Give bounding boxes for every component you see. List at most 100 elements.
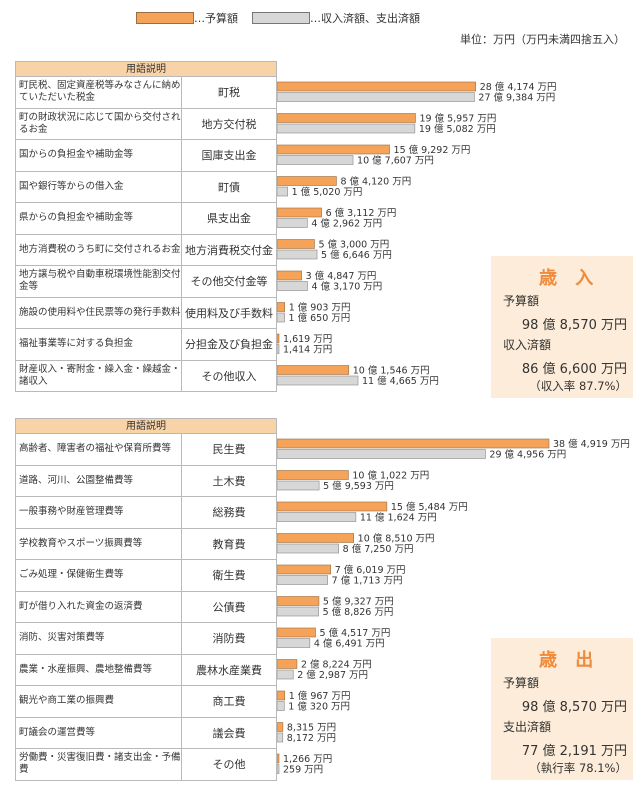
- table-row: 地方消費税のうち町に交付されるお金 地方消費税交付金: [15, 234, 277, 266]
- row-category: その他交付金等: [190, 275, 268, 289]
- actual-value-label: 8,172 万円: [287, 733, 336, 744]
- row-category: 消防費: [212, 632, 246, 646]
- actual-bar: [277, 312, 285, 323]
- actual-value-label: 4 億 2,962 万円: [311, 218, 382, 230]
- row-category: 分担金及び負担金: [185, 338, 273, 352]
- actual-bar: [277, 669, 294, 680]
- actual-value-label: 4 億 3,170 万円: [312, 281, 383, 293]
- actual-value-label: 1 億 320 万円: [288, 701, 350, 713]
- table-row: 町が借り入れた資金の返済費 公債費: [15, 591, 277, 623]
- actual-value-label: 11 億 4,665 万円: [362, 375, 439, 387]
- row-category: 町税: [218, 86, 240, 100]
- budget-bar: [277, 207, 322, 218]
- row-category: 教育費: [212, 537, 246, 551]
- table-row: 道路、河川、公園整備費等 土木費: [15, 465, 277, 497]
- actual-bar: [277, 512, 357, 522]
- row-description: 高齢者、障害者の福祉や保育所費等: [16, 434, 182, 465]
- budget-bar: [277, 659, 298, 669]
- legend-item-budget: …予算額: [136, 10, 238, 26]
- table-row: 財産収入・寄附金・繰入金・繰越金・諸収入 その他収入: [15, 360, 277, 392]
- actual-bar: [277, 575, 328, 585]
- budget-bar: [277, 533, 354, 543]
- table-row: 県からの負担金や補助金等 県支出金: [15, 203, 277, 235]
- budget-value-label: 1 億 967 万円: [289, 690, 351, 702]
- actual-bar: [277, 249, 318, 260]
- actual-bar: [277, 732, 284, 743]
- row-description: 国や銀行等からの借入金: [16, 171, 182, 202]
- row-category: 議会費: [212, 726, 246, 740]
- row-description: 農業・水産振興、農地整備費等: [16, 654, 182, 685]
- actual-value-label: 1,414 万円: [283, 345, 332, 356]
- budget-value-label: 6 億 3,112 万円: [326, 207, 397, 219]
- budget-value-label: 5 億 4,517 万円: [320, 627, 391, 639]
- revenue-actual-value: 86 億 6,600 万円: [521, 362, 627, 377]
- row-description: 福祉事業等に対する負担金: [16, 329, 182, 360]
- budget-bar: [277, 176, 337, 186]
- actual-value-label: 7 億 1,713 万円: [332, 575, 403, 587]
- row-description: 一般事務や財産管理費等: [16, 497, 182, 528]
- row-description: ごみ処理・保健衛生費等: [16, 560, 182, 591]
- legend-label-actual: …収入済額、支出済額: [310, 12, 420, 25]
- table-row: ごみ処理・保健衛生費等 衛生費: [15, 560, 277, 592]
- actual-value-label: 4 億 6,491 万円: [314, 638, 385, 650]
- budget-value-label: 1,619 万円: [283, 334, 332, 345]
- actual-bar: [277, 92, 475, 102]
- revenue-budget-label: 予算額: [503, 294, 540, 308]
- row-category: 県支出金: [207, 212, 251, 226]
- row-category: 公債費: [212, 600, 246, 614]
- row-category: 商工費: [212, 695, 246, 709]
- row-description: 観光や商工業の振興費: [16, 686, 182, 717]
- budget-value-label: 5 億 9,327 万円: [323, 596, 394, 608]
- row-category: その他収入: [201, 369, 257, 383]
- row-category: 民生費: [212, 443, 246, 457]
- budget-value-label: 7 億 6,019 万円: [335, 564, 406, 576]
- budget-bar: [277, 438, 550, 449]
- row-description: 町民税、固定資産税等みなさんに納めていただいた税金: [16, 77, 182, 108]
- row-category: 衛生費: [212, 569, 246, 583]
- actual-bar: [277, 543, 339, 554]
- expenditure-table-header: 用語説明: [15, 418, 277, 434]
- actual-value-label: 11 億 1,624 万円: [360, 512, 437, 524]
- budget-value-label: 10 億 1,546 万円: [353, 365, 430, 377]
- legend-label-budget: …予算額: [194, 12, 238, 25]
- actual-value-label: 19 億 5,082 万円: [419, 123, 496, 135]
- budget-bar: [277, 333, 280, 344]
- table-row: 消防、災害対策費等 消防費: [15, 623, 277, 655]
- budget-value-label: 1,266 万円: [283, 754, 332, 765]
- budget-bar: [277, 596, 320, 606]
- legend-item-actual: …収入済額、支出済額: [252, 10, 420, 26]
- actual-bar: [277, 123, 416, 134]
- unit-note: 単位：万円（万円未満四捨五入）: [460, 33, 625, 46]
- table-row: 町民税、固定資産税等みなさんに納めていただいた税金 町税: [15, 77, 277, 109]
- actual-value-label: 259 万円: [283, 765, 323, 776]
- budget-bar: [277, 470, 349, 480]
- row-category: その他: [212, 758, 246, 772]
- legend: …予算額 …収入済額、支出済額: [136, 8, 434, 28]
- expenditure-budget-value: 98 億 8,570 万円: [521, 700, 627, 715]
- row-description: 労働費・災害復旧費・諸支出金・予備費: [16, 749, 182, 780]
- budget-bar: [277, 365, 350, 375]
- budget-value-label: 8 億 4,120 万円: [340, 176, 411, 188]
- row-category: 地方交付税: [201, 117, 257, 131]
- expenditure-summary: 歳 出 予算額 98 億 8,570 万円 支出済額 77 億 2,191 万円…: [491, 638, 633, 780]
- budget-bar: [277, 239, 315, 249]
- table-row: 町議会の運営費等 議会費: [15, 717, 277, 749]
- actual-value-label: 1 億 5,020 万円: [292, 186, 363, 198]
- budget-value-label: 28 億 4,174 万円: [480, 81, 557, 93]
- expenditure-actual-label: 支出済額: [503, 720, 552, 734]
- table-row: 施設の使用料や住民票等の発行手数料 使用料及び手数料: [15, 297, 277, 329]
- actual-value-label: 5 億 8,826 万円: [323, 606, 394, 618]
- row-description: 施設の使用料や住民票等の発行手数料: [16, 297, 182, 328]
- row-description: 財産収入・寄附金・繰入金・繰越金・諸収入: [16, 360, 182, 391]
- row-description: 町の財政状況に応じて国から交付されるお金: [16, 108, 182, 139]
- budget-value-label: 19 億 5,957 万円: [419, 113, 496, 125]
- budget-value-label: 10 億 1,022 万円: [352, 470, 429, 482]
- row-category: 国庫支出金: [201, 149, 257, 163]
- row-category: 土木費: [212, 474, 246, 488]
- revenue-summary: 歳 入 予算額 98 億 8,570 万円 収入済額 86 億 6,600 万円…: [491, 256, 633, 398]
- budget-bar: [277, 753, 280, 764]
- budget-bar: [277, 144, 390, 155]
- table-row: 観光や商工業の振興費 商工費: [15, 686, 277, 718]
- budget-bar: [277, 302, 286, 312]
